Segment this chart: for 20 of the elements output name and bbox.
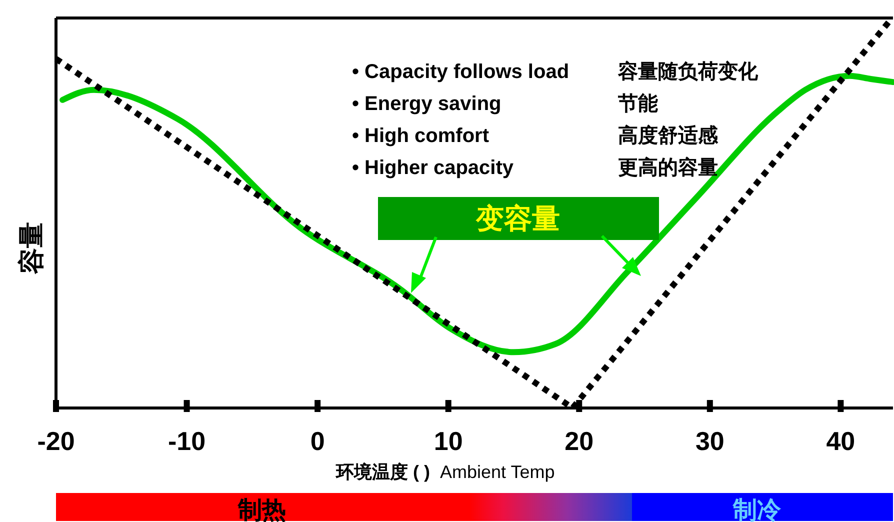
annotation: • Higher capacity (352, 157, 514, 179)
x-tick-label: 0 (310, 426, 325, 456)
annotation: 容量随负荷变化 (617, 60, 759, 83)
annotation: • Energy saving (352, 93, 502, 115)
x-tick-label: 40 (826, 426, 856, 456)
y-axis-title: 容量 (16, 222, 46, 275)
x-axis-title: 环境温度 ( ) (335, 462, 430, 482)
annotation: 更高的容量 (618, 156, 718, 179)
text: 制冷 (732, 497, 782, 522)
annotation: • Capacity follows load (352, 61, 570, 83)
text: Ambient Temp (440, 462, 555, 482)
x-tick-label: 30 (695, 426, 724, 456)
x-tick-label: 10 (434, 426, 463, 456)
annotation: 变容量 (475, 203, 560, 234)
x-tick-label: -10 (168, 426, 206, 456)
annotation: 节能 (617, 92, 658, 115)
x-tick-label: -20 (37, 426, 75, 456)
annotation: 高度舒适感 (618, 124, 719, 147)
x-tick-label: 20 (564, 426, 594, 456)
annotation: • High comfort (352, 125, 490, 147)
